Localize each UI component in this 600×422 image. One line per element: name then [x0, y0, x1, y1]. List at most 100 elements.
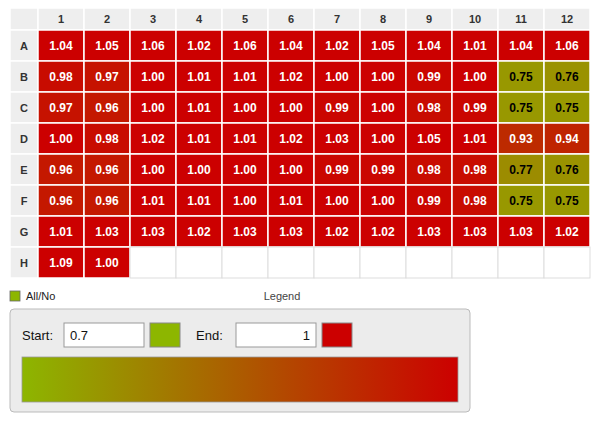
column-label: 6	[288, 13, 294, 25]
column-header	[314, 8, 360, 30]
data-label: 0.96	[95, 163, 119, 177]
empty-cell	[130, 247, 176, 278]
data-label: 0.96	[49, 163, 73, 177]
data-label: 1.00	[371, 132, 395, 146]
heatmap-cell	[314, 185, 360, 216]
data-label: 1.00	[463, 70, 487, 84]
heatmap-cell	[38, 92, 84, 123]
heatmap-cell	[360, 61, 406, 92]
end-value: 1	[303, 328, 310, 343]
column-header	[452, 8, 498, 30]
data-label: 1.02	[371, 225, 395, 239]
heatmap-cell	[498, 185, 544, 216]
heatmap-cell	[360, 154, 406, 185]
data-label: 1.06	[141, 39, 165, 53]
heatmap-cell	[222, 92, 268, 123]
data-label: 0.96	[49, 194, 73, 208]
heatmap-cell	[452, 92, 498, 123]
heatmap-cell	[544, 185, 590, 216]
heatmap-cell	[176, 30, 222, 61]
data-label: 0.98	[463, 163, 487, 177]
data-label: 1.01	[141, 194, 165, 208]
empty-cell	[452, 247, 498, 278]
data-label: 1.03	[95, 225, 119, 239]
heatmap-cell	[176, 61, 222, 92]
title: Legend	[264, 290, 301, 302]
data-label: 1.04	[417, 39, 441, 53]
heatmap-cell	[406, 123, 452, 154]
data-label: 1.09	[49, 256, 73, 270]
heatmap-cell	[544, 216, 590, 247]
chart: 123456789101112A1.041.051.061.021.061.04…	[0, 0, 600, 422]
data-label: 1.00	[371, 101, 395, 115]
heatmap-cell	[176, 92, 222, 123]
row-header	[10, 123, 38, 154]
data-label: 0.93	[509, 132, 533, 146]
heatmap-cell	[498, 216, 544, 247]
heatmap-cell	[222, 61, 268, 92]
data-label: 1.02	[325, 39, 349, 53]
row-label: H	[20, 257, 28, 269]
heatmap-cell	[38, 123, 84, 154]
data-label: 0.96	[95, 194, 119, 208]
data-label: 0.75	[509, 194, 533, 208]
data-label: 1.00	[49, 132, 73, 146]
column-header	[268, 8, 314, 30]
heatmap-cell	[452, 154, 498, 185]
heatmap-cell	[268, 123, 314, 154]
heatmap-cell	[38, 154, 84, 185]
data-label: 1.01	[49, 225, 73, 239]
row-label: D	[20, 133, 28, 145]
heatmap-cell	[222, 154, 268, 185]
row-header	[10, 247, 38, 278]
data-label: 0.99	[325, 101, 349, 115]
data-label: 1.01	[463, 132, 487, 146]
heatmap-cell	[360, 92, 406, 123]
data-label: 1.01	[187, 132, 211, 146]
data-label: 0.96	[95, 101, 119, 115]
data-label: 1.03	[417, 225, 441, 239]
heatmap-cell	[360, 123, 406, 154]
heatmap-cell	[452, 61, 498, 92]
row-label: G	[20, 226, 29, 238]
data-label: 1.02	[141, 132, 165, 146]
data-label: 0.75	[509, 70, 533, 84]
heatmap-cell	[130, 61, 176, 92]
heatmap-cell	[314, 123, 360, 154]
data-label: 0.75	[555, 194, 579, 208]
heatmap-cell	[222, 216, 268, 247]
column-label: 8	[380, 13, 386, 25]
heatmap-cell	[498, 154, 544, 185]
data-label: 1.00	[141, 101, 165, 115]
column-label: 4	[196, 13, 203, 25]
data-label: 1.06	[555, 39, 579, 53]
heatmap-cell	[268, 185, 314, 216]
heatmap-cell	[84, 61, 130, 92]
data-label: 0.99	[325, 163, 349, 177]
heatmap-cell	[498, 61, 544, 92]
data-label: 1.00	[279, 163, 303, 177]
data-label: 1.01	[279, 194, 303, 208]
empty-cell	[314, 247, 360, 278]
heatmap-cell	[498, 123, 544, 154]
data-label: 1.03	[463, 225, 487, 239]
subtitle: All/No	[26, 290, 55, 302]
data-label: 0.76	[555, 163, 579, 177]
heatmap-cell	[406, 30, 452, 61]
row-header	[10, 92, 38, 123]
data-label: 0.99	[417, 194, 441, 208]
column-label: 11	[515, 13, 527, 25]
heatmap-cell	[498, 30, 544, 61]
data-label: 0.77	[509, 163, 533, 177]
heatmap-cell	[268, 61, 314, 92]
column-label: 7	[334, 13, 340, 25]
heatmap-cell	[38, 61, 84, 92]
heatmap-cell	[452, 30, 498, 61]
data-label: 1.03	[279, 225, 303, 239]
controls-box	[10, 309, 470, 412]
heatmap-cell	[406, 92, 452, 123]
data-label: 0.98	[463, 194, 487, 208]
end-label: End:	[196, 328, 223, 343]
row-header	[10, 61, 38, 92]
data-label: 1.01	[187, 70, 211, 84]
